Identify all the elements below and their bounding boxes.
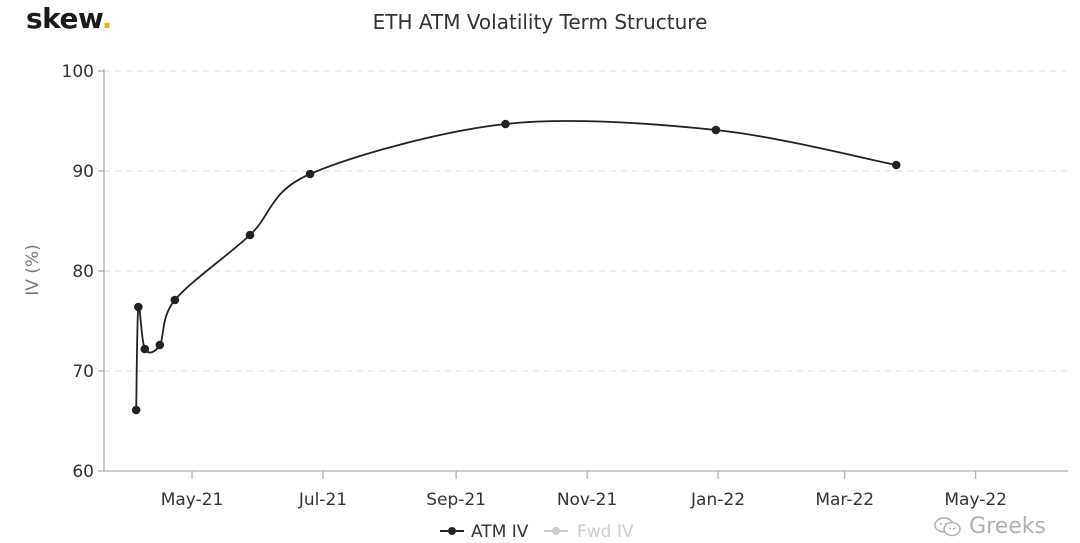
legend-item-fwd-iv[interactable]: Fwd IV [544,522,634,542]
series-line-atm-iv [135,120,897,411]
y-tick-label: 100 [62,62,94,82]
data-point[interactable] [711,125,721,135]
logo-text: skew [26,2,102,35]
axes [98,69,1068,479]
skew-logo: skew. [26,2,112,35]
x-tick-label: May-21 [161,490,224,510]
y-tick-label: 80 [72,262,94,282]
x-tick-label: Jul-21 [298,490,347,510]
data-point[interactable] [134,302,143,312]
chat-bubbles-icon [934,516,961,536]
y-tick-label: 70 [72,362,94,382]
legend-label-atm-iv: ATM IV [471,522,529,542]
grid-lines [104,70,1068,372]
series-points-atm-iv [131,119,901,415]
data-point[interactable] [155,340,165,350]
x-tick-label: Nov-21 [557,490,618,510]
data-point[interactable] [140,344,150,354]
chart-title: ETH ATM Volatility Term Structure [373,10,708,34]
logo-dot: . [101,2,113,35]
data-point[interactable] [245,230,255,240]
watermark-text: Greeks [969,514,1046,539]
data-point[interactable] [501,119,510,129]
x-tick-label: May-22 [944,490,1007,510]
legend-label-fwd-iv: Fwd IV [577,522,634,542]
data-point[interactable] [305,169,315,179]
y-axis-title: IV (%) [23,244,43,295]
x-tick-label: Mar-22 [815,490,874,510]
watermark: Greeks [933,514,1046,539]
x-tick-label: Jan-22 [690,490,745,510]
legend: ATM IV Fwd IV [440,522,634,542]
data-point[interactable] [131,405,141,415]
y-tick-labels: 60 70 80 90 100 [62,62,94,482]
legend-item-atm-iv[interactable]: ATM IV [440,522,529,542]
x-tick-labels: May-21 Jul-21 Sep-21 Nov-21 Jan-22 Mar-22 May-… [161,490,1007,510]
x-tick-label: Sep-21 [426,490,486,510]
y-tick-label: 90 [72,162,94,182]
data-point[interactable] [170,295,180,305]
data-point[interactable] [891,160,901,170]
y-tick-label: 60 [72,462,94,482]
legend-marker-atm-iv [448,527,456,535]
legend-marker-fwd-iv [552,527,560,535]
